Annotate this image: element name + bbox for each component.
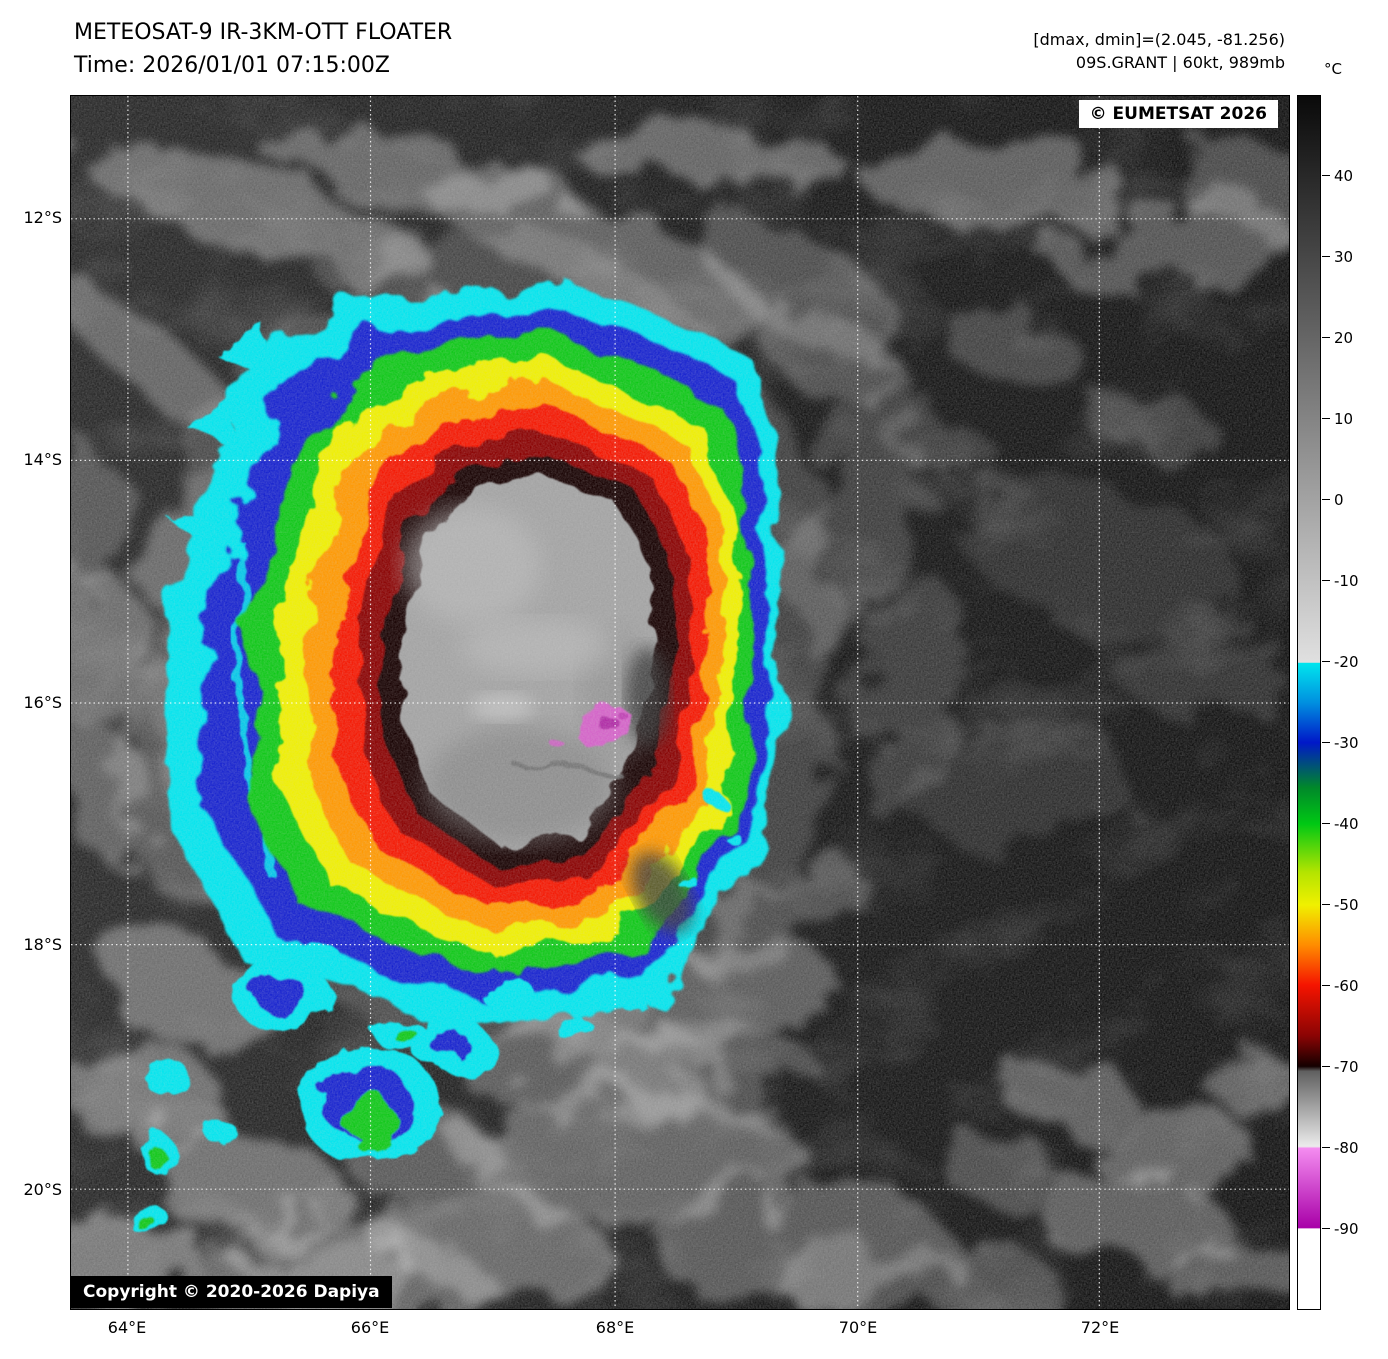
storm-info-block: [dmax, dmin]=(2.045, -81.256) 09S.GRANT … [1033,28,1285,74]
colorbar-unit-label: °C [1324,60,1342,78]
lat-label-20s: 20°S [23,1180,62,1199]
colorbar-tick: -90 [1322,1220,1359,1238]
colorbar-tick: -30 [1322,734,1359,752]
lon-label-72e: 72°E [1080,1318,1120,1337]
colorbar-tick: -20 [1322,653,1359,671]
figure-title: METEOSAT-9 IR-3KM-OTT FLOATER [74,20,453,45]
figure-timestamp: Time: 2026/01/01 07:15:00Z [74,53,390,78]
colorbar-tick: 0 [1322,491,1344,509]
lat-label-12s: 12°S [23,208,62,227]
lon-label-68e: 68°E [595,1318,635,1337]
storm-id-intensity: 09S.GRANT | 60kt, 989mb [1075,53,1285,72]
temperature-colorbar [1297,95,1321,1310]
lat-label-18s: 18°S [23,935,62,954]
colorbar-tick: -50 [1322,896,1359,914]
colorbar-tick: -80 [1322,1139,1359,1157]
colorbar-tick: -60 [1322,977,1359,995]
colorbar-tick: 30 [1321,248,1354,266]
dmax-dmin-readout: [dmax, dmin]=(2.045, -81.256) [1033,30,1285,49]
copyright-badge: Copyright © 2020-2026 Dapiya [71,1276,392,1308]
colorbar-tick: -40 [1322,815,1359,833]
lon-label-70e: 70°E [838,1318,878,1337]
colorbar-tick: 40 [1321,167,1354,185]
eumetsat-credit-badge: © EUMETSAT 2026 [1078,100,1278,128]
sensor-grain [71,96,1289,1309]
colorbar-tick: -70 [1322,1058,1359,1076]
colorbar-tick: 20 [1321,329,1354,347]
satellite-image-panel [70,95,1290,1310]
satellite-ir-scene [71,96,1289,1309]
lat-label-16s: 16°S [23,693,62,712]
lat-label-14s: 14°S [23,450,62,469]
colorbar-tick: -10 [1322,572,1359,590]
lon-label-64e: 64°E [107,1318,147,1337]
lon-label-66e: 66°E [350,1318,390,1337]
colorbar-tick: 10 [1321,410,1354,428]
